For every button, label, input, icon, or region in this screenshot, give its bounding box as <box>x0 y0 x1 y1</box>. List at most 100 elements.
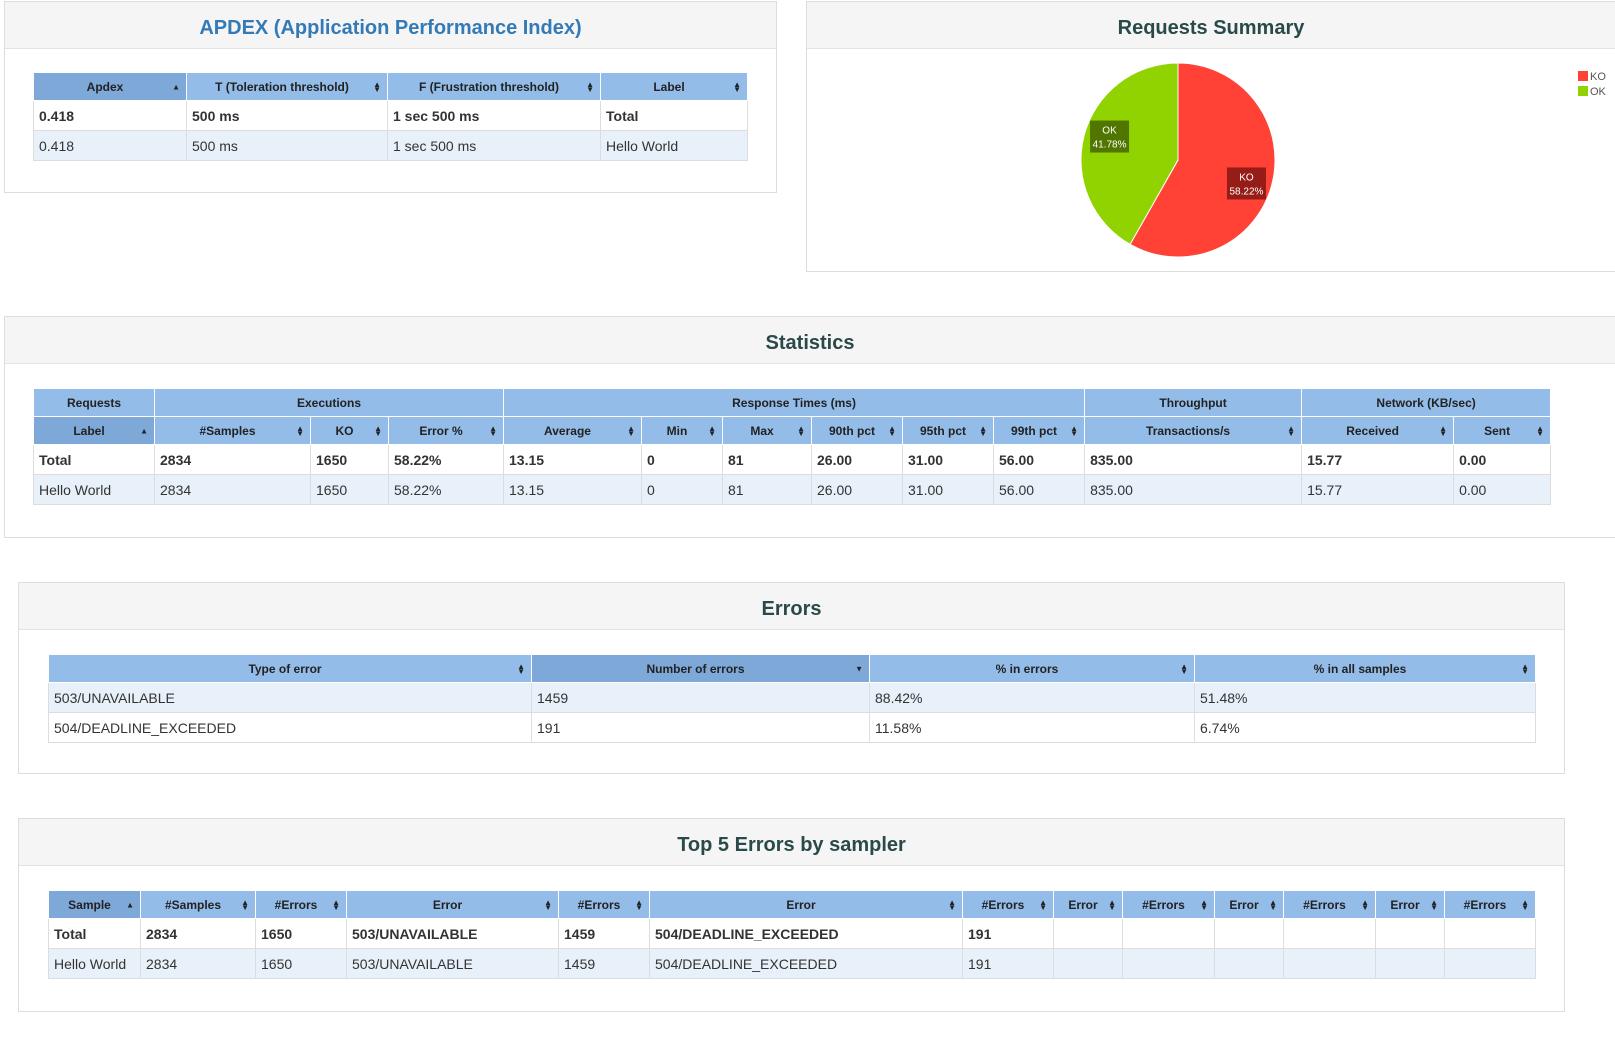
cell: 2834 <box>140 918 256 949</box>
top5-header-errors-4[interactable]: #Errors ▲ ▼ <box>558 890 650 919</box>
sort-asc-icon: ▲ <box>140 426 148 435</box>
top5-header-errors-10[interactable]: #Errors ▲ ▼ <box>1283 890 1376 919</box>
sort-both-icon: ▲ ▼ <box>979 423 987 438</box>
sort-both-icon: ▲ ▼ <box>373 79 381 94</box>
statistics-header-min-5[interactable]: Min ▲ ▼ <box>641 416 723 445</box>
cell: 1459 <box>558 918 650 949</box>
top5-header-error-9[interactable]: Error ▲ ▼ <box>1214 890 1284 919</box>
sort-both-icon: ▲ ▼ <box>517 661 525 676</box>
cell: 58.22% <box>388 474 504 505</box>
cell: 81 <box>722 444 812 475</box>
cell: 88.42% <box>869 682 1195 713</box>
sort-both-icon: ▲ ▼ <box>1536 423 1545 438</box>
pie-label-ko-value: 58.22% <box>1230 186 1264 197</box>
errors-header-in-errors-2[interactable]: % in errors ▲ ▼ <box>869 654 1195 683</box>
errors-header-number-of-errors-1[interactable]: Number of errors ▼ <box>531 654 870 683</box>
sort-both-icon: ▲ ▼ <box>708 423 716 438</box>
top5-header-errors-6[interactable]: #Errors ▲ ▼ <box>962 890 1054 919</box>
top5-header-sample-0[interactable]: Sample ▲ <box>48 890 141 919</box>
top5-header-samples-1[interactable]: #Samples ▲ ▼ <box>140 890 256 919</box>
statistics-header-max-6[interactable]: Max ▲ ▼ <box>722 416 812 445</box>
cell: 1650 <box>255 948 347 979</box>
statistics-header-transactions-s-10[interactable]: Transactions/s ▲ ▼ <box>1084 416 1303 445</box>
cell <box>1444 948 1536 979</box>
sort-desc-icon: ▼ <box>855 664 863 673</box>
cell: 835.00 <box>1084 444 1303 475</box>
errors-header-type-of-error-0[interactable]: Type of error ▲ ▼ <box>48 654 532 683</box>
sort-both-icon: ▲ ▼ <box>1269 897 1277 912</box>
table-row: 503/UNAVAILABLE 1459 88.42% 51.48% <box>48 682 1536 713</box>
pie-slice-ok[interactable] <box>1080 62 1179 246</box>
sort-both-icon: ▲ ▼ <box>1070 423 1079 438</box>
sort-both-icon: ▲ ▼ <box>1180 661 1188 676</box>
group-throughput: Throughput <box>1084 388 1303 417</box>
errors-title: Errors <box>19 583 1564 630</box>
cell: 6.74% <box>1194 712 1536 743</box>
cell: 26.00 <box>811 474 903 505</box>
sort-both-icon: ▲ ▼ <box>1430 897 1438 912</box>
sort-both-icon: ▲ ▼ <box>241 897 249 912</box>
cell: 56.00 <box>992 444 1086 475</box>
legend-item-ko[interactable]: KO <box>1578 70 1606 85</box>
legend-item-ok[interactable]: OK <box>1578 85 1606 100</box>
cell: 503/UNAVAILABLE <box>48 682 532 713</box>
apdex-header-label[interactable]: Label ▲ ▼ <box>600 72 748 101</box>
sort-both-icon: ▲ ▼ <box>544 897 552 912</box>
statistics-header-received-11[interactable]: Received ▲ ▼ <box>1301 416 1455 445</box>
cell <box>1214 918 1284 949</box>
table-row-total: Total 2834 1650 503/UNAVAILABLE 1459 504/DEAD… <box>48 918 1536 949</box>
sort-both-icon: ▲ ▼ <box>332 897 340 912</box>
top5-header-error-3[interactable]: Error ▲ ▼ <box>346 890 559 919</box>
apdex-header-frustration[interactable]: F (Frustration threshold) ▲ ▼ <box>387 72 601 101</box>
sort-both-icon: ▲ ▼ <box>489 423 497 438</box>
apdex-header-toleration[interactable]: T (Toleration threshold) ▲ ▼ <box>186 72 388 101</box>
top5-errors-table: Sample ▲ #Samples ▲ ▼ #Errors ▲ ▼ Error ▲ ▼ #Errors… <box>48 890 1536 979</box>
cell: 51.48% <box>1194 682 1536 713</box>
sort-both-icon: ▲ ▼ <box>1108 897 1116 912</box>
cell: 11.58% <box>869 712 1195 743</box>
cell: 504/DEADLINE_EXCEEDED <box>48 712 532 743</box>
cell: 26.00 <box>811 444 903 475</box>
group-response-times: Response Times (ms) <box>502 388 1086 417</box>
statistics-header-samples-1[interactable]: #Samples ▲ ▼ <box>154 416 311 445</box>
top5-header-errors-8[interactable]: #Errors ▲ ▼ <box>1122 890 1215 919</box>
statistics-header-ko-2[interactable]: KO ▲ ▼ <box>310 416 389 445</box>
cell: 81 <box>722 474 812 505</box>
requests-pie-chart: OK 41.78% KO 58.22% <box>1080 62 1276 258</box>
sort-both-icon: ▲ ▼ <box>635 897 643 912</box>
top5-header-errors-2[interactable]: #Errors ▲ ▼ <box>255 890 347 919</box>
statistics-header-label-0[interactable]: Label ▲ <box>33 416 155 445</box>
statistics-header-sent-12[interactable]: Sent ▲ ▼ <box>1453 416 1552 445</box>
sort-both-icon: ▲ ▼ <box>1039 897 1047 912</box>
cell: 503/UNAVAILABLE <box>346 948 559 979</box>
statistics-header-error-3[interactable]: Error % ▲ ▼ <box>388 416 504 445</box>
top5-header-error-7[interactable]: Error ▲ ▼ <box>1053 890 1123 919</box>
apdex-header-apdex[interactable]: Apdex ▲ <box>33 72 187 101</box>
sort-both-icon: ▲ ▼ <box>797 423 805 438</box>
statistics-header-90th-pct-7[interactable]: 90th pct ▲ ▼ <box>811 416 903 445</box>
group-network: Network (KB/sec) <box>1301 388 1552 417</box>
top5-header-error-11[interactable]: Error ▲ ▼ <box>1375 890 1445 919</box>
cell: Total <box>48 918 141 949</box>
pie-label-ok-value: 41.78% <box>1093 140 1127 151</box>
table-row: 504/DEADLINE_EXCEEDED 191 11.58% 6.74% <box>48 712 1536 743</box>
errors-header-in-all-samples-3[interactable]: % in all samples ▲ ▼ <box>1194 654 1536 683</box>
statistics-header-95th-pct-8[interactable]: 95th pct ▲ ▼ <box>902 416 994 445</box>
cell: 2834 <box>154 474 311 505</box>
cell: 191 <box>531 712 870 743</box>
top5-header-errors-12[interactable]: #Errors ▲ ▼ <box>1444 890 1536 919</box>
cell: 1650 <box>310 444 389 475</box>
apdex-table: Apdex ▲ T (Toleration threshold) ▲ ▼ F (Fru… <box>33 72 748 161</box>
sort-asc-icon: ▲ <box>126 900 134 909</box>
sort-both-icon: ▲ ▼ <box>948 897 956 912</box>
top5-header-error-5[interactable]: Error ▲ ▼ <box>649 890 963 919</box>
cell: 15.77 <box>1301 474 1455 505</box>
cell: 500 ms <box>186 130 388 161</box>
legend-swatch-ok <box>1578 86 1588 96</box>
pie-slice-ko[interactable] <box>1129 62 1276 258</box>
statistics-header-99th-pct-9[interactable]: 99th pct ▲ ▼ <box>992 416 1086 445</box>
cell: Total <box>600 100 748 131</box>
cell <box>1283 948 1376 979</box>
pie-label-ok-name: OK <box>1102 126 1117 137</box>
statistics-header-average-4[interactable]: Average ▲ ▼ <box>503 416 642 445</box>
